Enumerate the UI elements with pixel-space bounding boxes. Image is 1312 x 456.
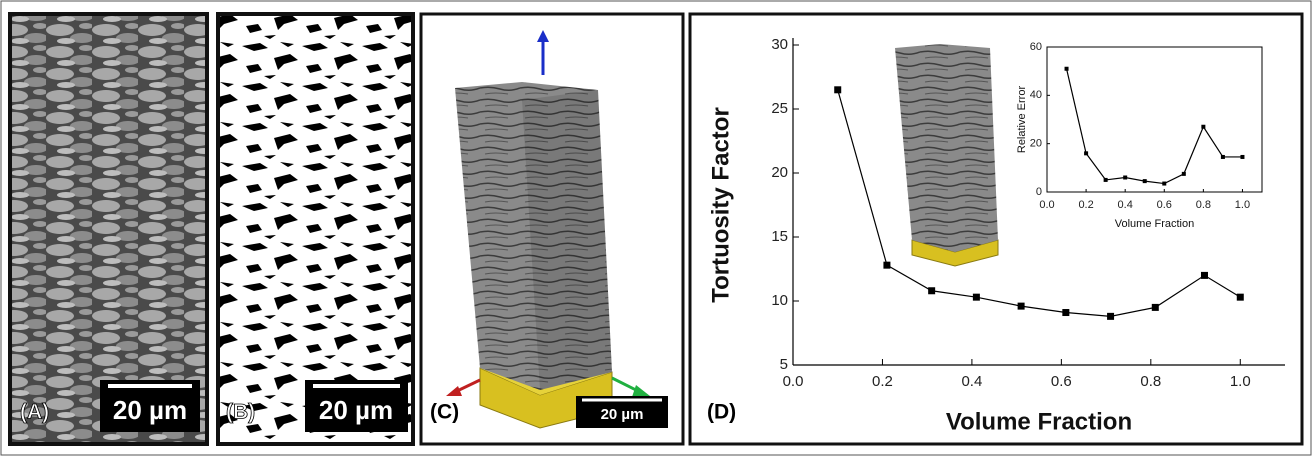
data-point bbox=[973, 294, 980, 301]
y-tick-label: 20 bbox=[771, 164, 788, 181]
page: 20 µm (A) 20 µm (B) 20 µm (C) (D) 5 10 15 2… bbox=[0, 0, 1312, 456]
scale-bar-label: 20 µm bbox=[319, 395, 393, 425]
panel-label: (C) bbox=[430, 401, 459, 424]
data-point bbox=[1123, 176, 1127, 180]
data-point bbox=[1062, 309, 1069, 316]
y-tick-label: 40 bbox=[1030, 89, 1042, 101]
y-axis-title: Tortuosity Factor bbox=[707, 107, 734, 303]
data-point bbox=[1182, 172, 1186, 176]
data-point bbox=[1221, 155, 1225, 159]
scale-bar-label: 20 µm bbox=[601, 406, 644, 423]
data-point bbox=[1240, 155, 1244, 159]
x-axis-title: Volume Fraction bbox=[946, 408, 1132, 435]
data-point bbox=[1201, 125, 1205, 129]
y-tick-label: 15 bbox=[771, 228, 788, 245]
data-point bbox=[1162, 182, 1166, 186]
data-point bbox=[1107, 313, 1114, 320]
x-tick-label: 0.2 bbox=[872, 373, 893, 390]
x-tick-label: 0.6 bbox=[1157, 199, 1172, 211]
scale-bar-label: 20 µm bbox=[113, 395, 187, 425]
x-tick-label: 0.0 bbox=[783, 373, 804, 390]
x-tick-label: 0.8 bbox=[1196, 199, 1211, 211]
x-tick-label: 0.0 bbox=[1039, 199, 1054, 211]
y-axis-title: Relative Error bbox=[1016, 86, 1028, 154]
x-tick-label: 0.2 bbox=[1078, 199, 1093, 211]
y-tick-label: 5 bbox=[780, 356, 788, 373]
data-point bbox=[1152, 304, 1159, 311]
x-tick-label: 1.0 bbox=[1235, 199, 1250, 211]
data-point bbox=[1084, 151, 1088, 155]
figure: 20 µm (A) 20 µm (B) 20 µm (C) (D) 5 10 15 2… bbox=[0, 0, 1312, 456]
data-point bbox=[834, 86, 841, 93]
x-tick-label: 0.4 bbox=[961, 373, 982, 390]
y-tick-label: 60 bbox=[1030, 41, 1042, 53]
inset-volume-render bbox=[895, 44, 998, 252]
data-point bbox=[1018, 303, 1025, 310]
data-point bbox=[1104, 178, 1108, 182]
x-tick-label: 0.8 bbox=[1140, 373, 1161, 390]
x-tick-label: 0.4 bbox=[1118, 199, 1133, 211]
panel-label: (B) bbox=[226, 401, 255, 424]
data-point bbox=[928, 287, 935, 294]
y-tick-label: 10 bbox=[771, 292, 788, 309]
binary-image-b bbox=[218, 14, 413, 444]
panel-label: (A) bbox=[20, 401, 49, 424]
data-point bbox=[1237, 294, 1244, 301]
x-tick-label: 0.6 bbox=[1051, 373, 1072, 390]
y-tick-label: 0 bbox=[1036, 186, 1042, 198]
data-point bbox=[1201, 272, 1208, 279]
panel-label: (D) bbox=[707, 401, 736, 424]
x-tick-label: 1.0 bbox=[1230, 373, 1251, 390]
data-point bbox=[883, 262, 890, 269]
y-tick-label: 20 bbox=[1030, 138, 1042, 150]
y-tick-label: 30 bbox=[771, 36, 788, 53]
data-point bbox=[1143, 179, 1147, 183]
micrograph-a bbox=[10, 14, 207, 444]
data-point bbox=[1065, 67, 1069, 71]
x-axis-title: Volume Fraction bbox=[1115, 218, 1194, 230]
y-tick-label: 25 bbox=[771, 100, 788, 117]
